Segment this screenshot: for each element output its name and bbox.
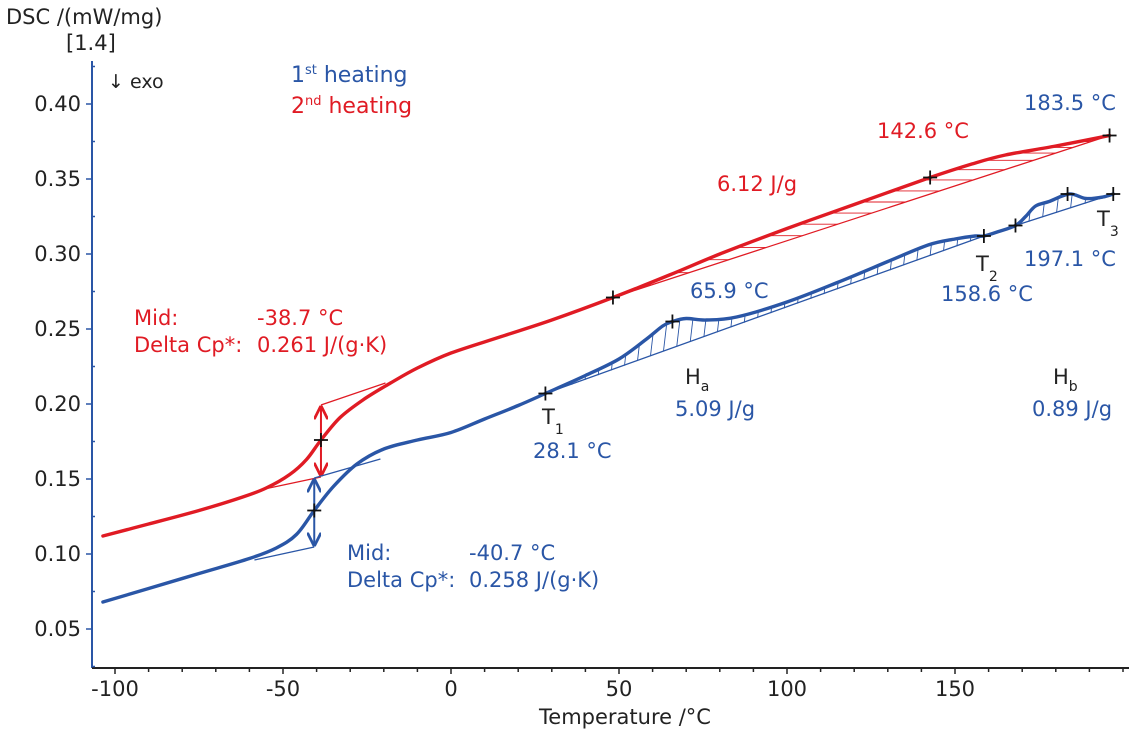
peak-blue-b-name: Hb — [1053, 365, 1078, 395]
gt-red-cp-value: 0.261 J/(g·K) — [257, 333, 387, 357]
peak-red-area-label: 6.12 J/g — [717, 172, 797, 196]
hatch-line — [637, 344, 640, 361]
gt-red-mid-label: Mid: — [134, 306, 178, 330]
evaluation-constructions — [254, 382, 386, 561]
gt-upper-tangent — [314, 458, 381, 479]
peak-baseline — [545, 235, 985, 395]
peak-end-marker — [976, 229, 991, 243]
t1-main: T — [541, 405, 555, 429]
t2-sub: 2 — [989, 269, 998, 285]
gt-red-cp-label: Delta Cp*: — [134, 333, 242, 357]
hatch-line — [689, 318, 694, 342]
peak-end-marker — [1102, 128, 1117, 143]
y-tick-label: 0.15 — [34, 467, 81, 491]
peak-end-marker — [1106, 187, 1121, 201]
legend-2nd-rest: heating — [322, 94, 413, 119]
gt-lower-tangent — [254, 546, 315, 561]
hb-main: H — [1053, 365, 1069, 389]
x-tick-label: 150 — [935, 677, 975, 701]
x-axis-title: Temperature /°C — [538, 705, 711, 729]
peak-blue-b-area-label: 0.89 J/g — [1032, 397, 1112, 421]
peak-blue-b-temp-label: 183.5 °C — [1024, 91, 1116, 115]
x-tick-label: -100 — [91, 677, 139, 701]
ha-main: H — [685, 365, 701, 389]
hatch-line — [703, 319, 707, 338]
hatch-line — [943, 241, 946, 252]
gt-annotation-1st-heating: Mid: -40.7 °C Delta Cp*: 0.258 J/(g·K) — [347, 541, 599, 592]
y-tick-label: 0.10 — [34, 542, 81, 566]
t2-value: 158.6 °C — [941, 282, 1033, 306]
t1-name: T1 — [541, 405, 564, 438]
legend-2nd-sup: nd — [305, 94, 322, 109]
legend-1st-sup: st — [305, 63, 317, 78]
y-tick-label: 0.40 — [34, 92, 81, 116]
y-tick-label: 0.35 — [34, 167, 81, 191]
hatch-line — [903, 254, 906, 266]
peak-blue-a-temp-label: 65.9 °C — [690, 279, 769, 303]
peak-start-marker — [605, 290, 620, 305]
gt-blue-mid-value: -40.7 °C — [469, 541, 555, 565]
x-tick-label: 0 — [444, 677, 457, 701]
ha-sub: a — [701, 379, 710, 395]
hatch-line — [1042, 203, 1045, 218]
legend-2nd-num: 2 — [291, 94, 305, 119]
series-lines — [101, 133, 1115, 604]
peak-blue-a-name: Ha — [685, 365, 709, 395]
gt-blue-cp-value: 0.258 J/(g·K) — [469, 568, 599, 592]
series-line-2nd-heating — [101, 133, 1112, 538]
t3-value: 197.1 °C — [1024, 247, 1116, 271]
t3-sub: 3 — [1110, 224, 1119, 240]
axes: -100 -50 0 50 100 150 0.05 0.10 0.15 0.20 0.25 0.30… — [34, 61, 1129, 701]
t1-sub: 1 — [555, 422, 564, 438]
y-tick-label: 0.05 — [34, 617, 81, 641]
t3-name: T3 — [1096, 207, 1119, 240]
gt-upper-tangent — [320, 382, 386, 406]
y-axis-title: DSC /(mW/mg) — [6, 5, 162, 29]
evaluation-markers — [307, 128, 1121, 518]
legend: 1st heating 2nd heating — [291, 63, 412, 119]
peak-max-marker — [1060, 187, 1075, 201]
legend-entry-2nd-heating: 2nd heating — [291, 94, 412, 119]
x-tick-label: 50 — [606, 677, 633, 701]
t2-main: T — [975, 252, 989, 276]
hatch-line — [663, 324, 667, 352]
peak-baseline — [612, 134, 1110, 299]
hatch-line — [929, 244, 932, 256]
y-tick-label: 0.30 — [34, 242, 81, 266]
x-tick-label: 100 — [767, 677, 807, 701]
gt-red-mid-value: -38.7 °C — [257, 306, 343, 330]
gt-mid-marker — [313, 433, 328, 447]
hatch-line — [650, 334, 654, 357]
t1-value: 28.1 °C — [533, 439, 612, 463]
y-axis-scale-note: [1.4] — [66, 31, 116, 55]
gt-blue-mid-label: Mid: — [347, 541, 391, 565]
hb-sub: b — [1069, 379, 1078, 395]
legend-entry-1st-heating: 1st heating — [291, 63, 407, 88]
hatch-line — [1056, 198, 1059, 213]
x-tick-label: -50 — [266, 677, 300, 701]
peak-max-marker — [665, 314, 680, 329]
peak-start-marker — [538, 386, 553, 401]
peak-red-temp-label: 142.6 °C — [877, 119, 969, 143]
legend-1st-num: 1 — [291, 63, 305, 88]
peak-start-marker — [1008, 218, 1023, 233]
t3-main: T — [1096, 207, 1110, 231]
gt-blue-cp-label: Delta Cp*: — [347, 568, 455, 592]
legend-1st-rest: heating — [317, 63, 408, 88]
y-tick-label: 0.20 — [34, 392, 81, 416]
t2-name: T2 — [975, 252, 998, 285]
hatch-line — [916, 249, 919, 261]
gt-mid-marker — [307, 503, 322, 518]
series-line-1st-heating — [101, 192, 1115, 604]
hatch-line — [1070, 194, 1073, 209]
exo-direction-label: ↓ exo — [108, 71, 164, 93]
peak-blue-a-area-label: 5.09 J/g — [675, 397, 755, 421]
gt-annotation-2nd-heating: Mid: -38.7 °C Delta Cp*: 0.261 J/(g·K) — [134, 306, 387, 357]
peak-max-marker — [923, 170, 938, 185]
y-tick-label: 0.25 — [34, 317, 81, 341]
hatch-line — [676, 320, 681, 347]
